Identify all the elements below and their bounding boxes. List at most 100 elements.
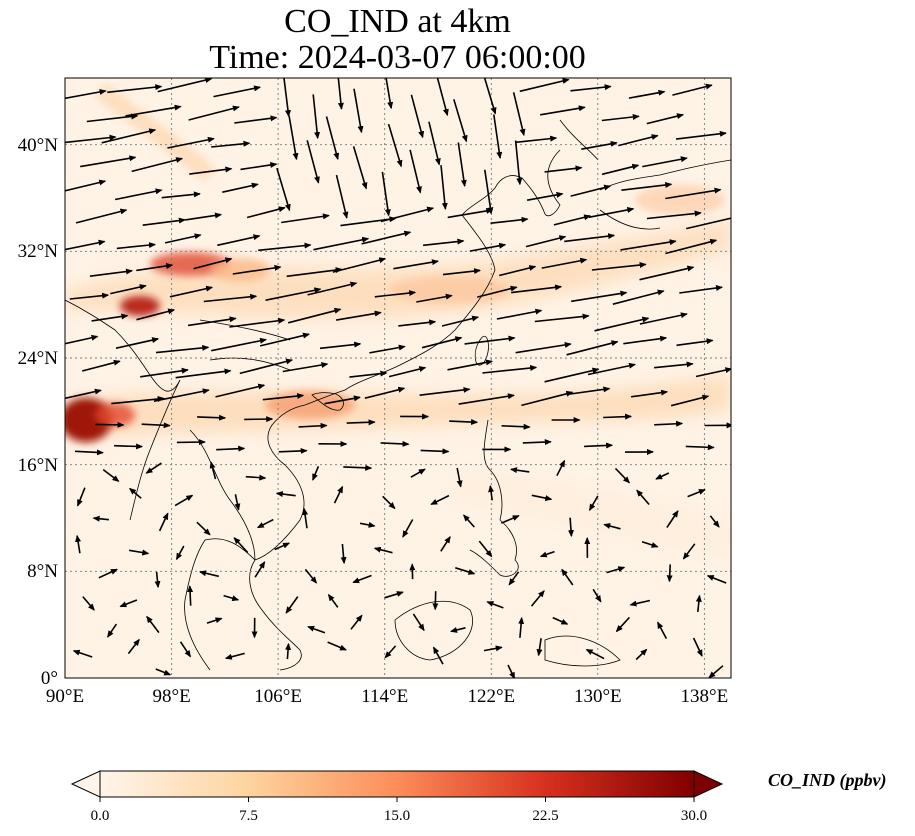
wind-vector-arrow (65, 334, 99, 345)
wind-vector-arrow (125, 104, 182, 117)
wind-vector-arrow (666, 564, 673, 583)
wind-vector-arrow (179, 641, 192, 658)
map-frame (64, 77, 732, 679)
wind-vector-arrow (623, 335, 668, 345)
wind-vector-arrow (211, 140, 251, 148)
wind-vector-arrow (534, 313, 590, 323)
wind-vector-arrow (484, 169, 494, 215)
wind-vector-arrow (222, 182, 259, 193)
wind-vector-arrow (654, 361, 694, 369)
wind-vector-arrow (654, 420, 684, 427)
wind-vector-arrow (606, 566, 626, 574)
wind-vector-arrow (282, 362, 329, 373)
wind-vector-arrow (154, 571, 161, 589)
map-title: CO_IND at 4km (284, 3, 511, 40)
wind-vector-arrow (142, 217, 186, 226)
colorbar-tick-label: 30.0 (681, 808, 707, 824)
wind-vector-arrow (349, 370, 388, 378)
wind-vector-arrow (410, 468, 426, 478)
wind-vector-arrow (635, 648, 648, 661)
wind-vector-arrow (478, 540, 493, 558)
wind-vector-arrow (254, 561, 266, 578)
wind-vector-arrow (531, 494, 553, 502)
wind-vector-arrow (501, 423, 531, 430)
wind-vector-arrow (286, 267, 343, 278)
wind-vector-arrow (420, 448, 450, 455)
wind-vector-arrow (384, 645, 397, 659)
wind-vector-arrow (216, 445, 246, 452)
wind-vector-arrow (639, 265, 695, 281)
wind-vector-arrow (530, 590, 545, 607)
wind-vector-arrow (603, 413, 633, 420)
lon-axis: 90°E 98°E 106°E 114°E 122°E 130°E 138°E (46, 686, 728, 707)
wind-vector-arrow (500, 515, 520, 524)
wind-vector-arrow (483, 78, 497, 115)
wind-vector-arrow (594, 316, 650, 332)
wind-vector-arrow (541, 257, 588, 269)
wind-vector-arrow (416, 293, 453, 303)
wind-vector-arrow (115, 337, 160, 349)
wind-vector-arrow (95, 421, 125, 428)
wind-vector-arrow (581, 140, 618, 150)
wind-vector-arrow (353, 88, 364, 134)
wind-vector-arrow (211, 337, 267, 352)
colorbar: 0.0 7.5 15.0 22.5 30.0 (70, 770, 724, 824)
map-subtitle-time: Time: 2024-03-07 06:00:00 (209, 39, 586, 76)
wind-vector-arrow (540, 105, 586, 116)
wind-vector-arrow (199, 570, 219, 578)
wind-vector-arrow (81, 359, 121, 372)
wind-vector-arrow (256, 518, 274, 529)
wind-vector-arrow (246, 206, 286, 219)
wind-vector-arrow (430, 494, 450, 506)
wind-vector-arrow (665, 187, 722, 200)
wind-vector-arrow (76, 487, 86, 507)
wind-vector-arrow (239, 358, 294, 375)
wind-vector-arrow (327, 593, 339, 608)
wind-vector-arrow (146, 615, 160, 634)
wind-vector-arrow (656, 621, 668, 639)
wind-vector-arrow (570, 84, 612, 92)
wind-vector-arrow (175, 368, 232, 379)
wind-vector-arrow (346, 419, 376, 426)
lon-tick-label: 138°E (681, 686, 729, 707)
wind-vector-arrow (65, 134, 117, 144)
wind-vector-arrow (588, 495, 599, 511)
lat-tick-label: 40°N (18, 135, 59, 156)
wind-vector-arrow (564, 233, 616, 243)
wind-vector-arrow (521, 390, 574, 407)
wind-vector-arrow (553, 214, 592, 226)
wind-vector-arrow (312, 94, 321, 140)
lat-tick-label: 8°N (27, 561, 58, 582)
wind-vector-arrow (708, 665, 724, 678)
wind-vector-arrow (410, 94, 425, 139)
wind-vector-arrow (136, 263, 174, 272)
wind-vector-arrow (706, 575, 727, 584)
wind-vector-arrow (496, 308, 543, 320)
wind-vector-arrow (374, 290, 417, 298)
wind-vector-arrow (646, 113, 684, 125)
wind-vector-arrow (449, 419, 479, 426)
wind-vector-arrow (419, 386, 471, 396)
wind-vector-arrow (157, 78, 213, 93)
wind-vector-arrow (232, 264, 282, 275)
wind-vector-arrow (302, 507, 309, 529)
colorbar-tick-label: 15.0 (384, 808, 410, 824)
wind-vector-arrow (343, 464, 373, 471)
wind-vector-arrow (601, 163, 640, 176)
wind-vector-arrow (441, 315, 480, 327)
wind-vector-arrow (380, 206, 435, 223)
wind-vector-arrow (262, 393, 305, 401)
wind-vector-arrow (432, 591, 439, 611)
wind-vector-arrow (141, 422, 171, 429)
wind-vector-arrow (129, 487, 142, 499)
wind-vector-arrow (585, 648, 605, 660)
wind-vector-arrow (464, 335, 516, 345)
wind-vector-arrow (587, 362, 636, 376)
wind-vector-arrow (612, 289, 665, 305)
wind-vector-arrow (119, 599, 138, 608)
wind-vector-arrow (519, 78, 570, 93)
lat-axis: 0° 8°N 16°N 24°N 32°N 40°N (18, 135, 59, 689)
wind-vector-arrow (288, 307, 342, 324)
wind-vector-arrow (153, 388, 210, 402)
wind-vector-arrow (510, 467, 530, 474)
